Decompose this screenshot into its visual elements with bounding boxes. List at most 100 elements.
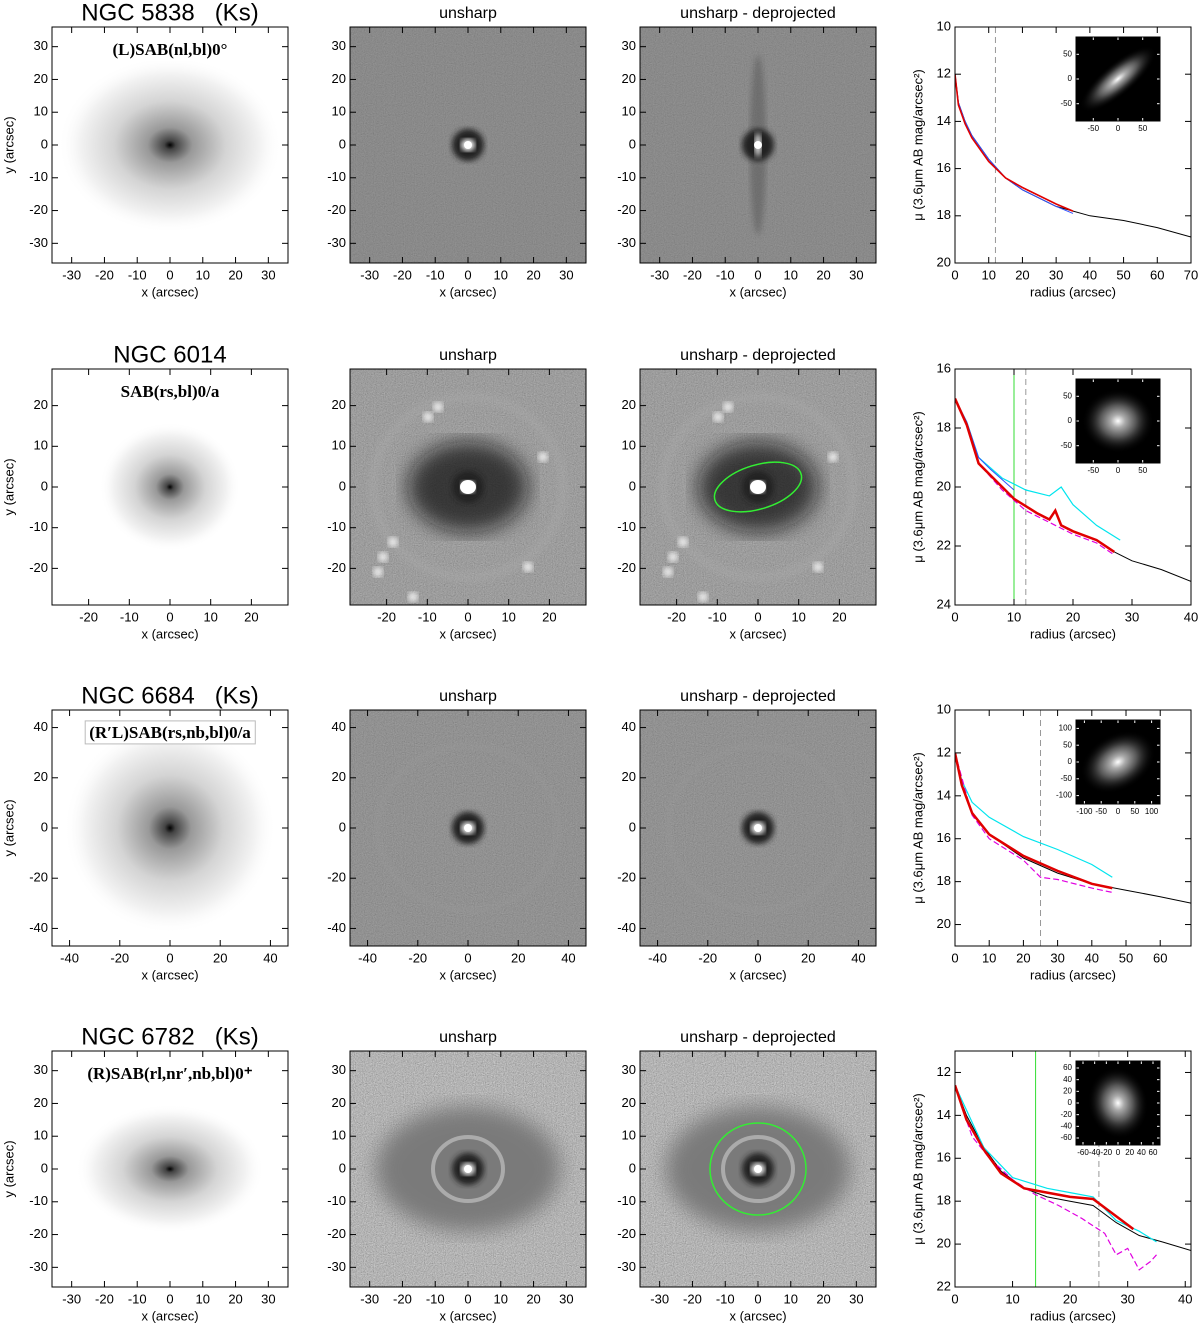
star: [678, 537, 688, 547]
plot-frame: [954, 1050, 1192, 1288]
y-tick-label: -10: [29, 169, 48, 184]
x-tick-label: 50: [1138, 124, 1147, 133]
y-tick-label: 40: [1063, 1075, 1072, 1084]
y-tick-label: 0: [339, 478, 346, 493]
star: [713, 412, 723, 422]
y-tick-label: 16: [937, 830, 951, 845]
inset-galaxy: [1087, 1067, 1149, 1139]
x-tick-label: 50: [1119, 950, 1133, 965]
x-tick-label: 0: [464, 267, 471, 282]
y-tick-label: 18: [937, 1193, 951, 1208]
x-tick-label: 20: [511, 950, 525, 965]
y-tick-label: 30: [34, 1062, 48, 1077]
x-tick-label: -30: [650, 1291, 669, 1306]
profile-line: [960, 1104, 1157, 1271]
x-tick-label: 0: [754, 609, 761, 624]
classification-box: [83, 1061, 257, 1085]
x-tick-label: -20: [408, 950, 427, 965]
x-tick-label: 50: [1116, 267, 1130, 282]
galaxy-image: [63, 721, 277, 935]
inset-galaxy: [1082, 389, 1154, 453]
ring: [368, 392, 568, 582]
inset-frame: [1075, 719, 1161, 805]
y-tick-label: -50: [1060, 774, 1072, 783]
y-tick-label: 20: [34, 1095, 48, 1110]
star: [813, 562, 823, 572]
x-axis-label: x (arcsec): [141, 284, 198, 299]
y-tick-label: -20: [617, 1226, 636, 1241]
panel-area: [52, 27, 288, 263]
y-tick-label: 40: [34, 719, 48, 734]
plot-frame: [954, 26, 1192, 264]
x-tick-label: 0: [754, 1291, 761, 1306]
x-tick-label: -20: [667, 609, 686, 624]
panel-area: [350, 369, 586, 605]
y-tick-label: -20: [327, 202, 346, 217]
x-axis-label: x (arcsec): [439, 1308, 496, 1323]
x-tick-label: 0: [951, 609, 958, 624]
y-tick-label: 20: [34, 769, 48, 784]
ring: [658, 392, 858, 582]
x-tick-label: -10: [426, 267, 445, 282]
x-tick-label: 0: [464, 1291, 471, 1306]
y-tick-label: -30: [617, 1259, 636, 1274]
x-axis-label: x (arcsec): [439, 626, 496, 641]
y-tick-label: -10: [29, 519, 48, 534]
y-tick-label: 14: [937, 113, 951, 128]
y-tick-label: -20: [29, 1226, 48, 1241]
inset-frame: [1075, 36, 1161, 122]
panel-title: unsharp: [439, 5, 497, 22]
star: [538, 452, 548, 462]
classification: (L)SAB(nl,bl)0°: [113, 40, 228, 59]
y-tick-label: 10: [332, 104, 346, 119]
y-tick-label: -10: [327, 169, 346, 184]
x-tick-label: -40: [358, 950, 377, 965]
nucleus-core: [460, 480, 476, 494]
x-tick-label: 70: [1184, 267, 1198, 282]
profile-line: [955, 752, 1113, 890]
star: [698, 592, 708, 602]
panel-title: NGC 6014: [113, 341, 226, 368]
x-tick-label: 40: [1085, 950, 1099, 965]
y-tick-label: 18: [937, 207, 951, 222]
x-tick-label: 20: [244, 609, 258, 624]
x-axis-label: x (arcsec): [439, 967, 496, 982]
y-tick-label: 50: [1063, 49, 1072, 58]
y-tick-label: 0: [41, 819, 48, 834]
x-tick-label: 0: [1116, 807, 1121, 816]
y-tick-label: -30: [29, 1259, 48, 1274]
y-tick-label: 20: [34, 71, 48, 86]
x-axis-label: x (arcsec): [439, 284, 496, 299]
x-tick-label: 60: [1150, 267, 1164, 282]
x-tick-label: -30: [650, 267, 669, 282]
y-tick-label: 10: [937, 18, 951, 33]
inset-galaxy: [1080, 730, 1156, 794]
x-tick-label: -10: [128, 1291, 147, 1306]
panel-title: NGC 5838 (Ks): [81, 0, 258, 26]
y-tick-label: 30: [332, 38, 346, 53]
x-tick-label: 10: [1007, 609, 1021, 624]
profile-line: [955, 752, 1113, 893]
y-axis-label: μ (3.6μm AB mag/arcsec²): [910, 411, 925, 563]
y-tick-label: 12: [937, 1064, 951, 1079]
nucleus-core: [464, 1165, 472, 1173]
x-tick-label: 30: [261, 267, 275, 282]
galaxy-image: [99, 422, 241, 552]
x-tick-label: 20: [816, 267, 830, 282]
y-tick-label: 0: [41, 478, 48, 493]
star: [663, 567, 673, 577]
x-tick-label: -10: [120, 609, 139, 624]
y-tick-label: -10: [327, 519, 346, 534]
x-tick-label: 10: [981, 267, 995, 282]
y-tick-label: 20: [622, 1095, 636, 1110]
y-tick-label: 14: [937, 787, 951, 802]
x-tick-label: -10: [708, 609, 727, 624]
x-tick-label: -10: [418, 609, 437, 624]
y-tick-label: -20: [1060, 1110, 1072, 1119]
y-tick-label: -20: [29, 202, 48, 217]
y-axis-label: μ (3.6μm AB mag/arcsec²): [910, 1093, 925, 1245]
x-tick-label: -20: [683, 267, 702, 282]
ring: [431, 1135, 505, 1203]
panel-area: [640, 369, 876, 605]
star: [723, 402, 733, 412]
